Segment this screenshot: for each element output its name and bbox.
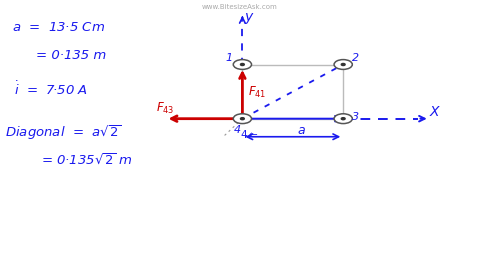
- Text: 4$\leftarrow$: 4$\leftarrow$: [240, 128, 259, 140]
- Circle shape: [233, 114, 252, 124]
- Text: 4: 4: [234, 125, 241, 135]
- Text: $F_{41}$: $F_{41}$: [248, 84, 266, 100]
- Circle shape: [240, 63, 244, 66]
- Text: $a$  =  13·5 Cm: $a$ = 13·5 Cm: [12, 21, 105, 34]
- Text: $F_{43}$: $F_{43}$: [156, 101, 175, 116]
- Text: X: X: [430, 105, 439, 119]
- Text: = 0·135 m: = 0·135 m: [36, 49, 106, 62]
- Circle shape: [334, 114, 352, 124]
- Circle shape: [240, 118, 244, 120]
- Text: a: a: [298, 124, 305, 137]
- Text: y: y: [245, 10, 253, 24]
- Text: 1: 1: [226, 53, 233, 63]
- Text: 3: 3: [352, 112, 359, 122]
- Circle shape: [233, 60, 252, 69]
- Text: 2: 2: [352, 53, 359, 63]
- Circle shape: [341, 118, 345, 120]
- Text: $\dot{i}$  =  7·50 A: $\dot{i}$ = 7·50 A: [14, 81, 88, 99]
- Text: www.BitesizeAsk.com: www.BitesizeAsk.com: [202, 4, 278, 10]
- Text: = 0·135$\sqrt{2}$ m: = 0·135$\sqrt{2}$ m: [41, 153, 132, 168]
- Circle shape: [334, 60, 352, 69]
- Circle shape: [341, 63, 345, 66]
- Text: Diagonal  =  $a\sqrt{2}$: Diagonal = $a\sqrt{2}$: [5, 123, 122, 142]
